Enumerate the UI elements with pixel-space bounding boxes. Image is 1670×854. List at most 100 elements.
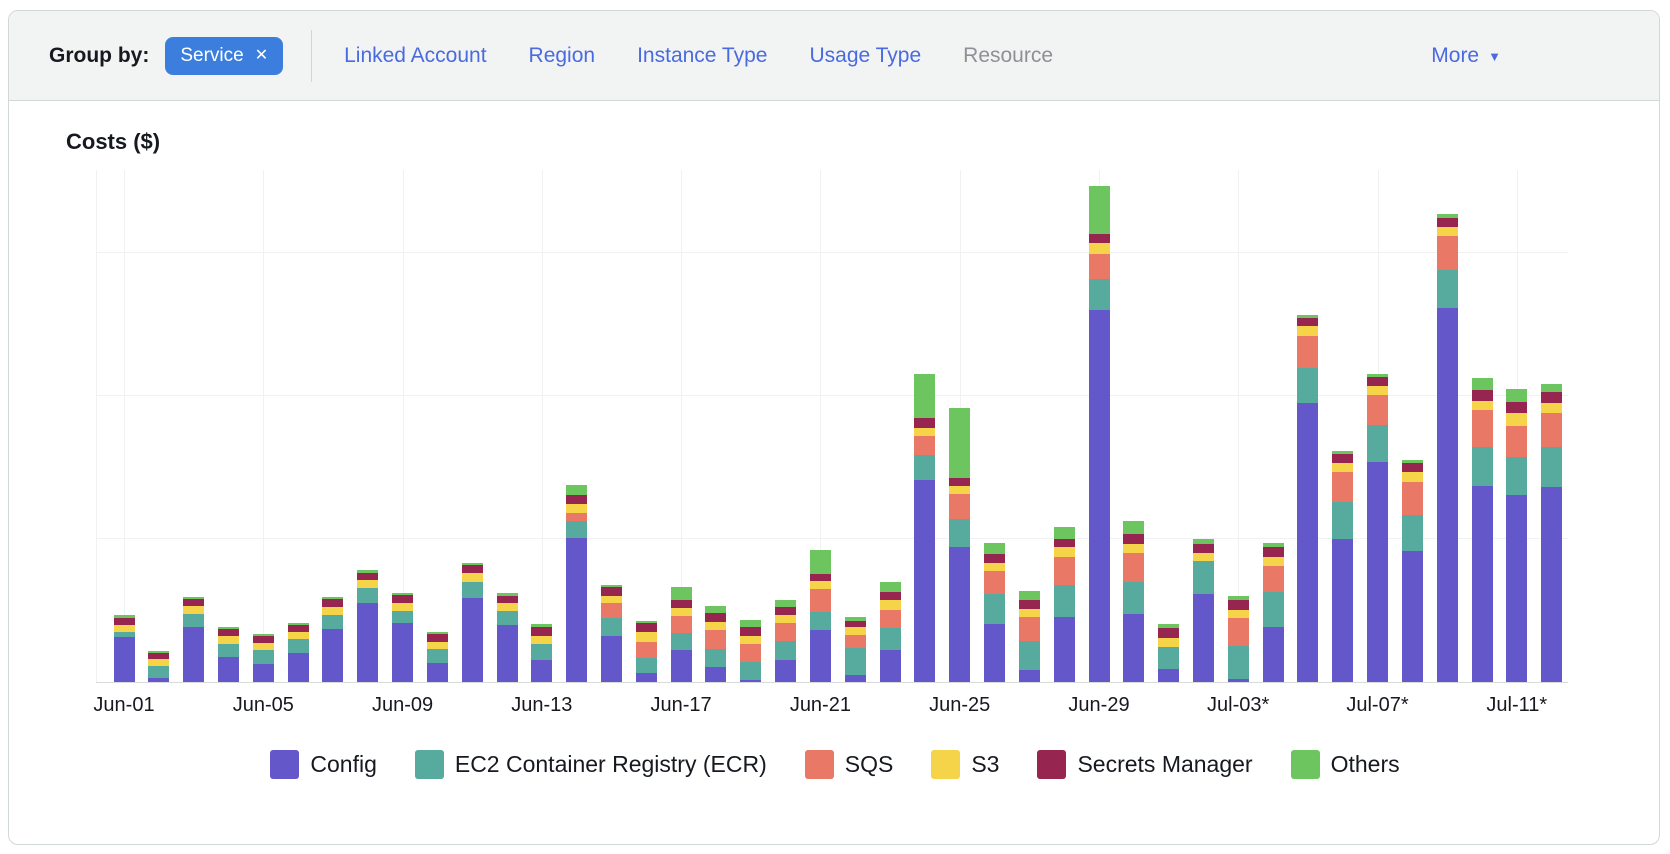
bar-segment-secrets-manager[interactable] — [426, 634, 448, 642]
bar-Jul-05[interactable] — [1297, 315, 1319, 682]
bar-segment-sqs[interactable] — [1227, 618, 1249, 646]
bar-segment-s3[interactable] — [1018, 609, 1040, 617]
bar-segment-sqs[interactable] — [1123, 553, 1145, 582]
bar-segment-ec2-container-registry-ecr[interactable] — [287, 639, 309, 653]
bar-segment-others[interactable] — [392, 593, 414, 595]
bar-segment-s3[interactable] — [287, 632, 309, 639]
bar-segment-sqs[interactable] — [949, 494, 971, 519]
bar-segment-ec2-container-registry-ecr[interactable] — [1088, 279, 1110, 310]
bar-segment-sqs[interactable] — [635, 642, 657, 658]
bar-segment-ec2-container-registry-ecr[interactable] — [218, 644, 239, 657]
bar-Jul-09[interactable] — [1436, 214, 1458, 682]
bar-Jun-14[interactable] — [566, 485, 588, 682]
bar-segment-s3[interactable] — [1436, 227, 1458, 236]
bar-segment-s3[interactable] — [252, 643, 274, 650]
bar-segment-secrets-manager[interactable] — [1541, 392, 1563, 403]
bar-segment-ec2-container-registry-ecr[interactable] — [705, 649, 727, 667]
bar-segment-s3[interactable] — [809, 581, 831, 589]
bar-segment-s3[interactable] — [670, 608, 692, 616]
bar-Jul-01[interactable] — [1158, 624, 1180, 682]
bar-segment-secrets-manager[interactable] — [461, 565, 483, 573]
bar-segment-sqs[interactable] — [914, 436, 936, 455]
bar-segment-secrets-manager[interactable] — [1332, 454, 1354, 463]
group-by-option-instance-type[interactable]: Instance Type — [637, 43, 768, 67]
bar-segment-others[interactable] — [1053, 527, 1075, 539]
bar-Jun-25[interactable] — [949, 408, 971, 682]
bar-segment-config[interactable] — [1123, 614, 1145, 682]
bar-segment-others[interactable] — [183, 597, 205, 599]
bar-segment-s3[interactable] — [1506, 413, 1528, 426]
bar-segment-others[interactable] — [635, 621, 657, 623]
bar-segment-secrets-manager[interactable] — [357, 573, 379, 580]
bar-segment-s3[interactable] — [1297, 326, 1319, 336]
bar-segment-others[interactable] — [809, 550, 831, 574]
bar-segment-config[interactable] — [670, 650, 692, 682]
bar-segment-s3[interactable] — [601, 596, 622, 603]
bar-segment-config[interactable] — [426, 663, 448, 682]
bar-segment-config[interactable] — [392, 623, 414, 682]
bar-segment-others[interactable] — [1227, 596, 1249, 600]
bar-segment-config[interactable] — [914, 480, 936, 682]
bar-segment-config[interactable] — [1471, 486, 1493, 682]
bar-segment-s3[interactable] — [740, 636, 762, 644]
bar-segment-others[interactable] — [1088, 186, 1110, 234]
bar-segment-s3[interactable] — [148, 659, 170, 666]
bar-segment-s3[interactable] — [879, 600, 901, 610]
bar-Jun-02[interactable] — [148, 651, 170, 682]
bar-Jun-09[interactable] — [392, 593, 414, 682]
bar-segment-ec2-container-registry-ecr[interactable] — [1471, 447, 1493, 486]
bar-segment-sqs[interactable] — [1088, 254, 1110, 279]
bar-Jun-27[interactable] — [1018, 591, 1040, 682]
bar-segment-sqs[interactable] — [1471, 410, 1493, 447]
bar-segment-secrets-manager[interactable] — [1123, 534, 1145, 544]
bar-segment-others[interactable] — [879, 582, 901, 592]
bar-segment-others[interactable] — [1332, 451, 1354, 454]
bar-segment-config[interactable] — [1018, 670, 1040, 682]
bar-segment-ec2-container-registry-ecr[interactable] — [949, 519, 971, 547]
bar-segment-secrets-manager[interactable] — [252, 636, 274, 643]
bar-segment-s3[interactable] — [1541, 403, 1563, 413]
bar-segment-others[interactable] — [426, 632, 448, 634]
bar-segment-secrets-manager[interactable] — [531, 627, 553, 636]
bar-Jul-03[interactable] — [1227, 596, 1249, 682]
bar-segment-config[interactable] — [601, 636, 622, 682]
bar-segment-s3[interactable] — [183, 606, 205, 614]
bar-segment-s3[interactable] — [914, 428, 936, 436]
bar-segment-config[interactable] — [705, 667, 727, 682]
bar-segment-ec2-container-registry-ecr[interactable] — [809, 612, 831, 630]
bar-segment-secrets-manager[interactable] — [322, 599, 344, 607]
bar-Jul-02[interactable] — [1192, 539, 1214, 682]
bar-segment-s3[interactable] — [392, 603, 414, 611]
bar-segment-config[interactable] — [252, 664, 274, 682]
bar-segment-config[interactable] — [1506, 495, 1528, 682]
bar-segment-s3[interactable] — [496, 603, 518, 611]
bar-segment-s3[interactable] — [1088, 243, 1110, 254]
bar-segment-config[interactable] — [218, 657, 239, 682]
bar-Jun-05[interactable] — [252, 634, 274, 682]
bar-Jun-21[interactable] — [809, 550, 831, 682]
bar-segment-secrets-manager[interactable] — [1436, 218, 1458, 227]
bar-segment-secrets-manager[interactable] — [775, 607, 797, 615]
bar-Jul-10[interactable] — [1471, 378, 1493, 682]
bar-segment-others[interactable] — [566, 485, 588, 495]
bar-segment-secrets-manager[interactable] — [148, 653, 170, 659]
bar-segment-secrets-manager[interactable] — [1471, 390, 1493, 401]
bar-segment-s3[interactable] — [322, 607, 344, 615]
bar-segment-s3[interactable] — [1227, 610, 1249, 618]
bar-segment-secrets-manager[interactable] — [844, 621, 866, 627]
bar-segment-secrets-manager[interactable] — [914, 418, 936, 428]
bar-segment-others[interactable] — [322, 597, 344, 599]
bar-segment-s3[interactable] — [1123, 544, 1145, 553]
bar-segment-others[interactable] — [984, 543, 1005, 554]
bar-segment-ec2-container-registry-ecr[interactable] — [148, 666, 170, 678]
bar-segment-ec2-container-registry-ecr[interactable] — [252, 650, 274, 664]
bar-segment-others[interactable] — [1123, 521, 1145, 534]
bar-segment-ec2-container-registry-ecr[interactable] — [461, 582, 483, 598]
bar-segment-s3[interactable] — [113, 625, 135, 632]
bar-segment-others[interactable] — [287, 623, 309, 625]
bar-segment-config[interactable] — [1053, 617, 1075, 682]
bar-segment-secrets-manager[interactable] — [287, 625, 309, 632]
bar-segment-secrets-manager[interactable] — [392, 595, 414, 603]
bar-segment-ec2-container-registry-ecr[interactable] — [635, 658, 657, 673]
bar-Jul-06[interactable] — [1332, 451, 1354, 682]
